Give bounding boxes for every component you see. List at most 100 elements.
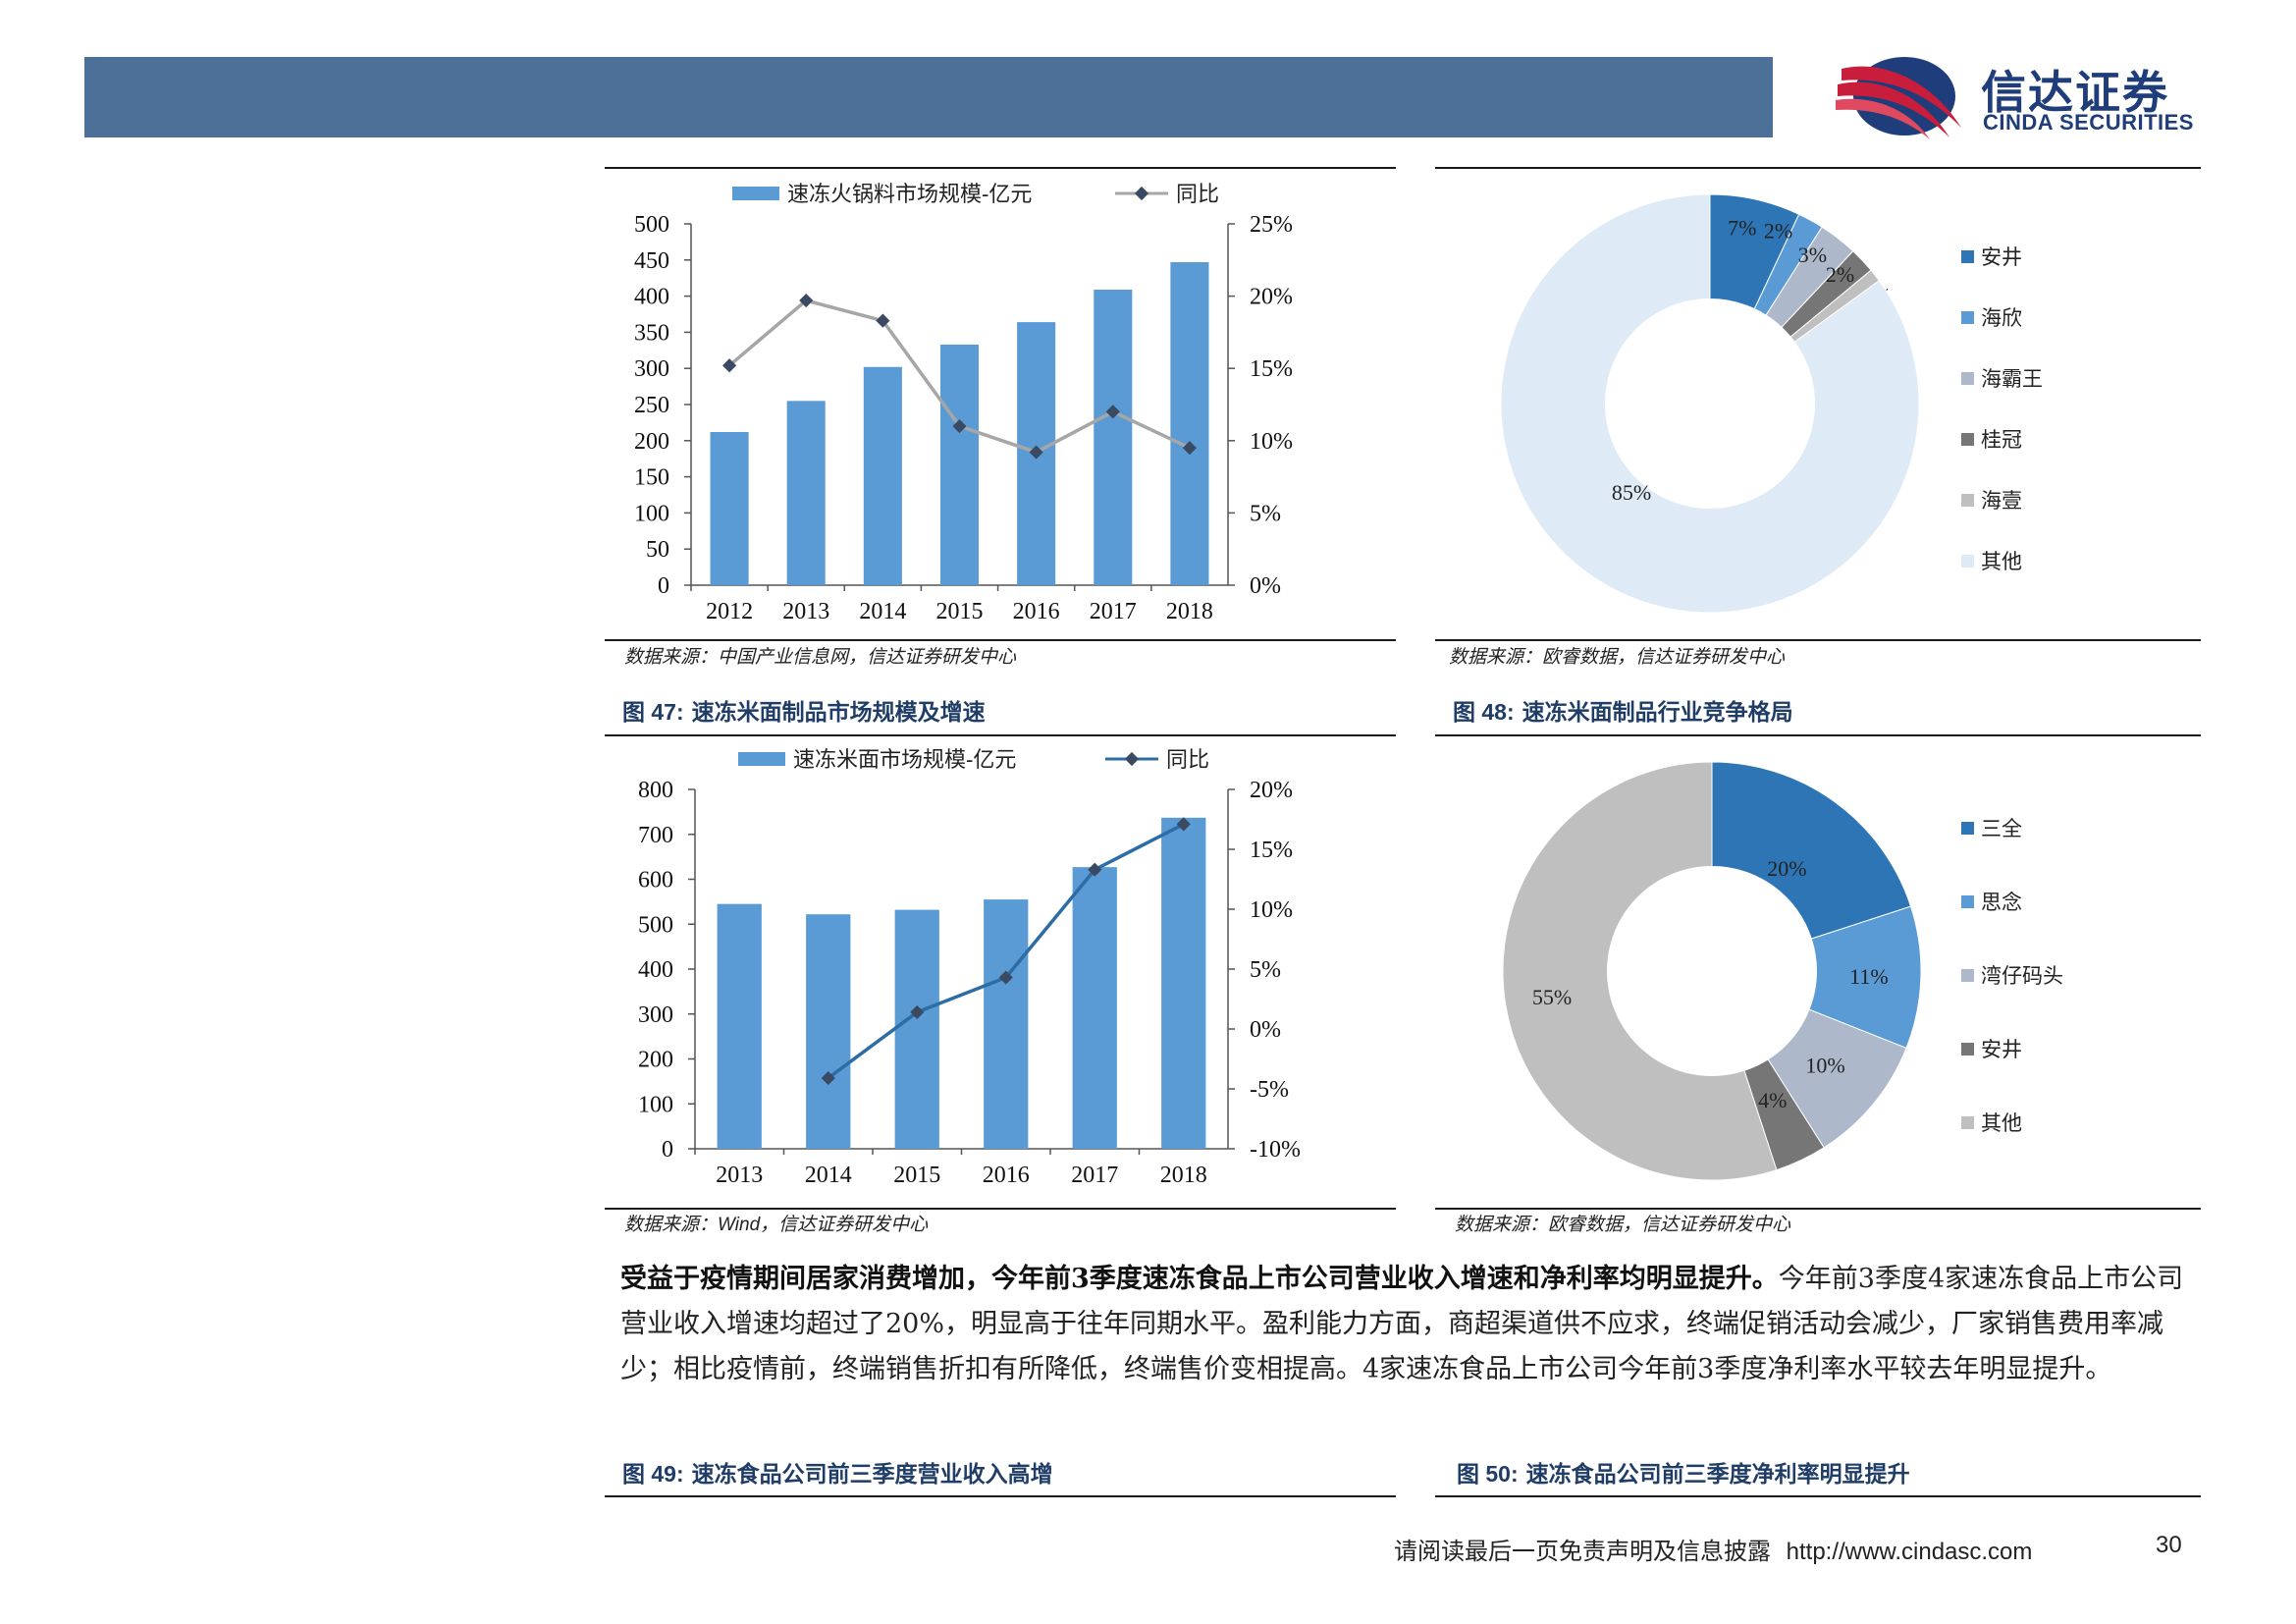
source-prefix: 数据来源：	[624, 1214, 719, 1235]
legend-label: 思念	[1981, 891, 2022, 914]
x-tick-label: 2015	[936, 599, 984, 624]
y2-tick-label: 0%	[1250, 573, 1281, 599]
y2-tick-label: 10%	[1250, 429, 1293, 455]
legend-bar-label: 速冻火锅料市场规模-亿元	[787, 183, 1032, 207]
legend-line-marker	[1124, 751, 1140, 767]
line-point	[1088, 862, 1102, 877]
x-tick-label: 2016	[1013, 599, 1060, 624]
hotpot-market-chart: 速冻火锅料市场规模-亿元 同比50045040035030025020015010…	[634, 183, 1293, 624]
y-tick-label: 300	[634, 356, 669, 382]
donut-slice	[1500, 193, 1920, 614]
y-tick-label: 400	[634, 285, 669, 310]
slice-value-label: 85%	[1612, 480, 1651, 505]
x-tick-label: 2013	[716, 1163, 763, 1188]
slice-value-label: 10%	[1805, 1054, 1844, 1078]
source-wind: Wind	[718, 1215, 761, 1235]
bar	[717, 903, 762, 1149]
legend-line-label: 同比	[1166, 748, 1209, 773]
x-tick-label: 2012	[706, 599, 753, 624]
figure-number: 图 48:	[1453, 699, 1515, 725]
legend-swatch	[1961, 969, 1974, 982]
y-tick-label: 0	[662, 1137, 673, 1163]
slice-value-label: 55%	[1532, 985, 1572, 1009]
y-tick-label: 500	[638, 912, 673, 938]
legend-label: 桂冠	[1981, 428, 2022, 452]
rule-src49	[605, 1208, 1396, 1210]
rule-top-right	[1435, 167, 2201, 169]
rule-src47	[605, 639, 1396, 641]
figure-title: 速冻米面制品行业竞争格局	[1522, 700, 1793, 726]
paragraph-text: 今年前3季度4家速冻食品上市公司营业收入增速均超过了20%，明显高于往年同期水平…	[620, 1264, 2184, 1384]
y2-tick-label: 20%	[1250, 778, 1293, 803]
figure-title: 速冻食品公司前三季度营业收入高增	[691, 1462, 1053, 1488]
cinda-logo-mark	[1836, 57, 1961, 139]
y2-tick-label: -5%	[1250, 1077, 1289, 1103]
x-tick-label: 2018	[1166, 599, 1213, 624]
legend-label: 三全	[1981, 817, 2022, 840]
y-tick-label: 350	[634, 320, 669, 346]
competition-donut-chart-2: 20% 三全 11% 思念 10% 湾仔码头 4% 安井 55% 其他	[1502, 761, 2063, 1181]
footer-disclaimer: 请阅读最后一页免责声明及信息披露 http://www.cindasc.com	[1394, 1532, 2032, 1566]
legend-swatch	[1961, 250, 1974, 263]
figure-number: 图 49:	[622, 1461, 684, 1487]
legend-label: 海壹	[1981, 489, 2022, 513]
line-point	[1029, 445, 1043, 460]
slice-value-label: 11%	[1849, 964, 1889, 989]
x-tick-label: 2013	[782, 599, 829, 624]
y2-tick-label: 0%	[1250, 1017, 1281, 1043]
source-note-4: 数据来源：欧睿数据，信达证券研发中心	[1455, 1214, 1791, 1235]
source-note-2: 数据来源：欧睿数据，信达证券研发中心	[1449, 646, 1786, 668]
slice-value-label: 20%	[1767, 856, 1806, 881]
legend-label: 其他	[1981, 1111, 2022, 1135]
slice-value-label: 3%	[1798, 243, 1827, 267]
y-tick-label: 450	[634, 248, 669, 274]
y-tick-label: 100	[638, 1092, 673, 1117]
source-suffix: ，信达证券研发中心	[760, 1214, 929, 1235]
x-tick-label: 2015	[893, 1163, 940, 1188]
donut-slice	[1502, 761, 1778, 1181]
legend-swatch	[1961, 494, 1974, 507]
line-point	[910, 1004, 925, 1019]
y2-tick-label: -10%	[1250, 1137, 1301, 1163]
y-tick-label: 500	[634, 212, 669, 238]
y2-tick-label: 15%	[1250, 838, 1293, 863]
legend-label: 湾仔码头	[1981, 964, 2063, 988]
figure-caption-47: 图 47: 速冻米面制品市场规模及增速	[622, 693, 986, 727]
y-tick-label: 600	[638, 868, 673, 893]
rule-fig49	[605, 1495, 1396, 1497]
legend-swatch	[1961, 372, 1974, 385]
disclaimer-text: 请阅读最后一页免责声明及信息披露	[1394, 1538, 1771, 1565]
bar	[786, 401, 826, 585]
legend-bar-swatch	[732, 187, 779, 200]
bar	[1072, 867, 1117, 1149]
y2-tick-label: 20%	[1250, 285, 1293, 310]
bar	[1161, 817, 1206, 1149]
legend-swatch	[1961, 822, 1974, 835]
line-point	[998, 970, 1013, 985]
slice-value-label: 2%	[1826, 262, 1854, 287]
y-tick-label: 250	[634, 393, 669, 418]
source-note-1: 数据来源：中国产业信息网，信达证券研发中心	[624, 646, 1017, 668]
slice-value-label: 2%	[1764, 219, 1792, 244]
y-tick-label: 50	[646, 537, 669, 563]
y-tick-label: 300	[638, 1002, 673, 1028]
y-tick-label: 100	[634, 501, 669, 526]
legend-swatch	[1961, 1043, 1974, 1056]
rule-fig48	[1435, 734, 2201, 736]
x-tick-label: 2017	[1071, 1163, 1118, 1188]
x-tick-label: 2014	[859, 599, 906, 624]
x-tick-label: 2016	[983, 1163, 1030, 1188]
website-link[interactable]: http://www.cindasc.com	[1786, 1539, 2033, 1565]
bar	[806, 914, 851, 1149]
slice-value-label: 4%	[1758, 1088, 1787, 1112]
legend-swatch	[1961, 433, 1974, 446]
figure-title: 速冻米面制品市场规模及增速	[691, 700, 986, 726]
y2-tick-label: 15%	[1250, 356, 1293, 382]
paragraph-lead: 受益于疫情期间居家消费增加，今年前3季度速冻食品上市公司营业收入增速和净利率均明…	[620, 1264, 1779, 1294]
x-tick-label: 2017	[1090, 599, 1137, 624]
bar	[894, 909, 939, 1149]
bar	[863, 366, 902, 585]
slice-value-label: 7%	[1728, 215, 1756, 240]
legend-swatch	[1961, 555, 1974, 568]
